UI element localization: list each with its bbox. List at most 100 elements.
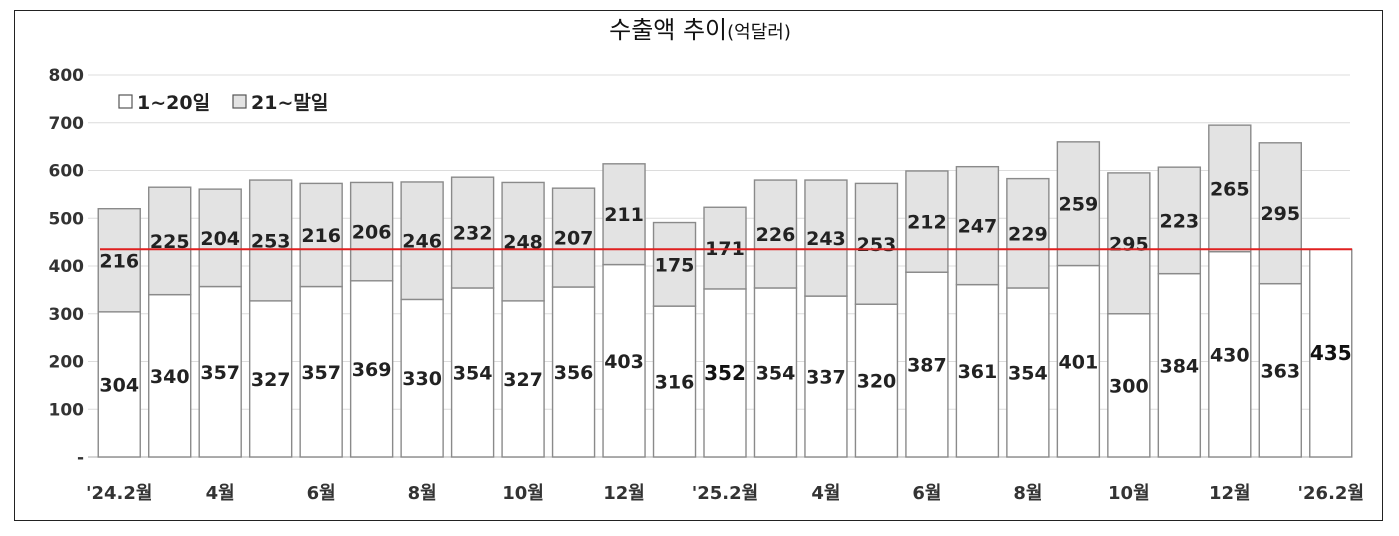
bar-label-1-20: 300 xyxy=(1109,375,1149,397)
bar-21-end xyxy=(551,187,596,288)
bar-1-20 xyxy=(602,263,646,458)
bar-label-1-20: 330 xyxy=(402,368,442,390)
chart-title: 수출액 추이(억달러) xyxy=(609,16,791,44)
bar-21-end xyxy=(905,170,949,273)
bar-label-1-20: 363 xyxy=(1260,360,1300,382)
bar-21-end xyxy=(349,181,394,282)
bar-label-21-end: 253 xyxy=(251,230,291,252)
bar-label-1-20: 357 xyxy=(200,362,240,384)
bar-1-20 xyxy=(1006,287,1050,458)
bar-1-20 xyxy=(198,285,242,458)
bar-21-end xyxy=(1107,172,1151,315)
bar-label-1-20: 361 xyxy=(958,361,998,383)
bar-21-end xyxy=(1006,177,1050,289)
bar-21-end xyxy=(248,179,293,302)
bar-label-21-end: 225 xyxy=(150,231,190,253)
x-tick-label: 6월 xyxy=(307,483,336,504)
x-tick-label: 8월 xyxy=(408,483,437,504)
bar-1-20 xyxy=(551,286,596,458)
bar-21-end xyxy=(652,221,697,307)
bar-label-1-20: 435 xyxy=(1310,341,1352,365)
bar-label-21-end: 212 xyxy=(907,212,947,234)
bar-label-1-20: 354 xyxy=(453,362,493,384)
bar-1-20 xyxy=(1309,248,1353,458)
bar-1-20 xyxy=(804,295,848,458)
chart-frame xyxy=(14,10,1383,521)
bar-label-21-end: 207 xyxy=(554,228,594,250)
y-tick-label: 100 xyxy=(49,400,85,420)
bar-label-1-20: 369 xyxy=(352,359,392,381)
legend-label-21-end: 21~말일 xyxy=(251,92,328,114)
bar-label-21-end: 229 xyxy=(1008,223,1048,245)
bar-label-1-20: 403 xyxy=(604,351,644,373)
bar-label-21-end: 295 xyxy=(1260,203,1300,225)
bar-label-21-end: 226 xyxy=(756,224,796,246)
bar-21-end xyxy=(1258,142,1302,285)
bar-1-20 xyxy=(299,285,343,458)
bar-1-20 xyxy=(97,311,141,458)
bar-label-21-end: 206 xyxy=(352,222,392,244)
bar-label-21-end: 248 xyxy=(503,232,543,254)
bar-label-21-end: 211 xyxy=(604,204,644,226)
bar-label-1-20: 354 xyxy=(1008,362,1048,384)
bar-label-21-end: 216 xyxy=(301,225,341,247)
bar-label-1-20: 430 xyxy=(1210,344,1250,366)
bar-1-20 xyxy=(703,288,747,458)
bar-label-21-end: 253 xyxy=(857,234,897,256)
bar-21-end xyxy=(400,181,444,301)
bar-label-1-20: 340 xyxy=(150,366,190,388)
x-tick-label: 8월 xyxy=(1013,483,1042,504)
bar-21-end xyxy=(1056,141,1101,267)
bar-label-1-20: 327 xyxy=(251,369,291,391)
bar-label-21-end: 259 xyxy=(1059,194,1099,216)
y-tick-label: 600 xyxy=(49,162,85,182)
bar-label-1-20: 384 xyxy=(1159,355,1199,377)
legend-swatch-1-20 xyxy=(118,94,133,109)
bar-21-end xyxy=(955,165,1000,286)
bar-label-1-20: 327 xyxy=(503,369,543,391)
bar-21-end xyxy=(753,179,798,289)
bar-label-21-end: 204 xyxy=(200,228,240,250)
bar-label-21-end: 243 xyxy=(806,228,846,250)
bar-21-end xyxy=(854,182,899,305)
x-tick-label: 10월 xyxy=(1108,483,1150,504)
y-tick-label: 800 xyxy=(49,66,85,86)
bar-21-end xyxy=(1157,166,1202,275)
x-tick-label: 12월 xyxy=(1209,483,1251,504)
bar-21-end xyxy=(1208,124,1252,253)
x-tick-label: '25.2월 xyxy=(692,483,758,504)
chart-title-main: 수출액 추이 xyxy=(609,16,727,44)
x-tick-label: 4월 xyxy=(206,483,235,504)
y-axis: - 100 200 300 400 500 600 700 800 xyxy=(49,66,85,468)
x-tick-label: 4월 xyxy=(811,483,840,504)
bar-label-21-end: 246 xyxy=(402,231,442,253)
bar-1-20 xyxy=(1056,264,1101,458)
legend-label-1-20: 1~20일 xyxy=(137,92,210,114)
x-tick-label: 10월 xyxy=(502,483,544,504)
bar-21-end xyxy=(299,182,343,288)
legend-swatch-21-end xyxy=(232,94,247,109)
y-tick-label: 700 xyxy=(49,114,85,134)
bar-21-end xyxy=(148,186,192,296)
bar-21-end xyxy=(703,206,747,290)
bar-label-21-end: 295 xyxy=(1109,233,1149,255)
bar-21-end xyxy=(97,207,141,313)
bar-label-21-end: 223 xyxy=(1159,210,1199,232)
bar-1-20 xyxy=(1157,272,1202,458)
bar-label-1-20: 356 xyxy=(554,362,594,384)
bar-1-20 xyxy=(854,303,899,458)
bar-label-1-20: 357 xyxy=(301,362,341,384)
bar-label-1-20: 387 xyxy=(907,355,947,377)
x-tick-label: 12월 xyxy=(603,483,645,504)
x-axis: '24.2월 4월 6월 8월 10월 12월 '25.2월 4월 6월 8월 10월 12월 '26.… xyxy=(86,483,1364,504)
y-tick-label: - xyxy=(77,448,84,468)
bar-label-1-20: 354 xyxy=(756,362,796,384)
bar-label-21-end: 232 xyxy=(453,223,493,245)
bar-label-1-20: 352 xyxy=(704,361,746,385)
bar-21-end xyxy=(198,188,242,288)
bar-21-end xyxy=(501,181,545,302)
bar-label-21-end: 265 xyxy=(1210,178,1250,200)
bar-label-1-20: 320 xyxy=(857,371,897,393)
y-tick-label: 300 xyxy=(49,305,85,325)
